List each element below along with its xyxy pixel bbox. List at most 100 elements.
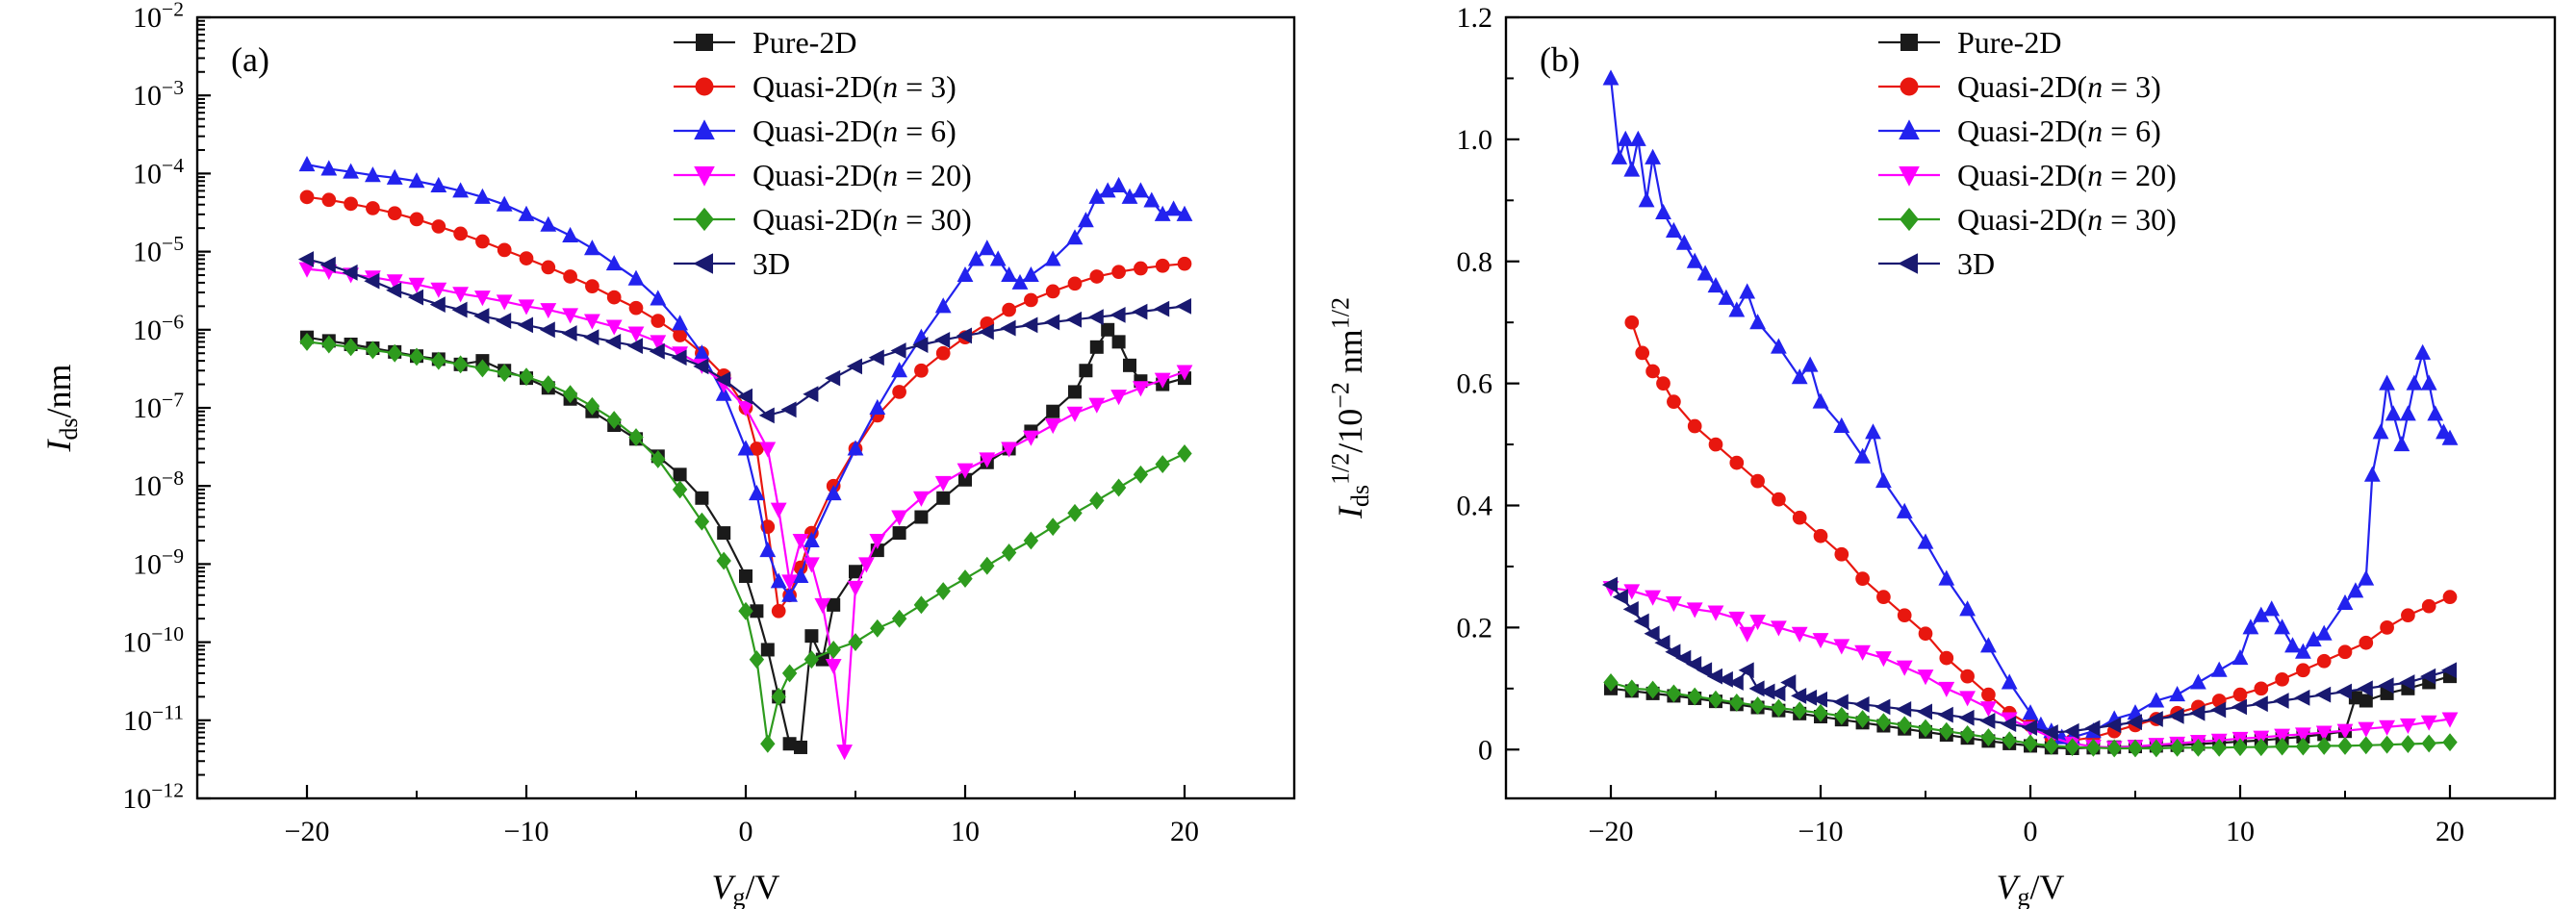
x-axis: −20 −10 0 10 20 Vg/V bbox=[285, 785, 1199, 909]
panel-label: (a) bbox=[231, 40, 269, 79]
triangle-down-marker bbox=[408, 277, 425, 293]
triangle-up-marker bbox=[759, 542, 777, 558]
triangle-down-marker bbox=[2400, 718, 2416, 734]
circle-marker bbox=[1045, 284, 1060, 299]
circle-marker bbox=[771, 603, 786, 619]
diamond-marker bbox=[2442, 733, 2458, 752]
triangle-up-marker bbox=[2406, 374, 2423, 391]
triangle-up-marker bbox=[1749, 314, 1766, 330]
diamond-marker bbox=[387, 343, 402, 363]
triangle-left-marker bbox=[2420, 668, 2436, 685]
circle-marker bbox=[2275, 671, 2289, 687]
triangle-up-marker bbox=[1675, 234, 1693, 250]
legend-item-pure-2d: Pure-2D bbox=[1878, 25, 2061, 60]
circle-marker bbox=[1667, 394, 1681, 410]
triangle-left-marker bbox=[1601, 576, 1618, 593]
circle-marker bbox=[695, 77, 714, 96]
triangle-down-marker bbox=[1001, 442, 1017, 458]
circle-marker bbox=[1089, 269, 1105, 284]
triangle-up-marker bbox=[1629, 130, 1646, 146]
triangle-left-marker bbox=[2315, 686, 2332, 703]
square-marker bbox=[1068, 385, 1082, 399]
triangle-up-marker bbox=[1143, 191, 1160, 208]
triangle-down-marker bbox=[2358, 721, 2375, 738]
square-marker bbox=[827, 597, 841, 612]
triangle-left-marker bbox=[736, 388, 752, 405]
triangle-up-marker bbox=[2393, 435, 2410, 452]
triangle-up-marker bbox=[2336, 593, 2354, 610]
diamond-marker bbox=[1729, 693, 1745, 712]
triangle-up-marker bbox=[1899, 119, 1920, 139]
y-axis-label: Ids/nm bbox=[39, 364, 83, 452]
triangle-left-marker bbox=[429, 296, 446, 314]
triangle-left-marker bbox=[2021, 720, 2037, 736]
triangle-left-marker bbox=[1717, 670, 1733, 688]
triangle-left-marker bbox=[2084, 720, 2101, 737]
triangle-left-marker bbox=[1000, 319, 1016, 337]
x-tick-label: 0 bbox=[2024, 816, 2038, 847]
triangle-up-marker bbox=[1176, 205, 1193, 221]
y-tick-label: 10−5 bbox=[133, 232, 184, 267]
square-marker bbox=[1111, 335, 1126, 349]
diamond-marker bbox=[913, 595, 930, 615]
diamond-marker bbox=[1089, 491, 1105, 510]
y-tick-label: 10−8 bbox=[133, 467, 184, 502]
triangle-down-marker bbox=[1812, 633, 1829, 649]
diamond-marker bbox=[771, 687, 786, 706]
triangle-up-marker bbox=[2385, 405, 2402, 421]
circle-marker bbox=[2232, 687, 2248, 702]
triangle-up-marker bbox=[672, 315, 688, 331]
triangle-down-marker bbox=[1023, 430, 1039, 446]
y-axis: 0 0.2 0.4 0.6 0.8 1.0 1.2 Ids1/2/10−2 nm1/2 bbox=[1326, 2, 1519, 766]
triangle-up-marker bbox=[2169, 686, 2185, 702]
legend-label: 3D bbox=[752, 246, 790, 281]
diamond-marker bbox=[1708, 690, 1723, 709]
triangle-down-marker bbox=[694, 166, 715, 187]
diamond-marker bbox=[2044, 736, 2059, 755]
circle-marker bbox=[563, 269, 577, 284]
square-marker bbox=[914, 510, 929, 524]
triangle-up-marker bbox=[2263, 600, 2281, 617]
triangle-down-marker bbox=[737, 401, 754, 417]
diamond-marker bbox=[2337, 736, 2353, 755]
triangle-down-marker bbox=[562, 308, 578, 324]
triangle-left-marker bbox=[1633, 613, 1649, 630]
triangle-down-marker bbox=[1854, 644, 1871, 661]
triangle-up-marker bbox=[1959, 600, 1976, 617]
square-marker bbox=[1079, 364, 1093, 378]
circle-marker bbox=[673, 328, 687, 342]
triangle-left-marker bbox=[1727, 674, 1744, 691]
triangle-down-marker bbox=[1739, 626, 1756, 643]
legend-item-quasi-2d-n-20: Quasi-2D(n = 20) bbox=[1878, 158, 2177, 192]
circle-marker bbox=[1645, 364, 1660, 379]
triangle-up-marker bbox=[2232, 648, 2249, 666]
diamond-marker bbox=[1792, 701, 1807, 720]
triangle-up-marker bbox=[2190, 673, 2206, 690]
triangle-down-marker bbox=[1176, 365, 1193, 381]
diamond-marker bbox=[1645, 680, 1661, 699]
x-axis: −20 −10 0 10 20 Vg/V bbox=[1589, 785, 2464, 909]
triangle-left-marker bbox=[2001, 716, 2017, 733]
diamond-marker bbox=[1897, 716, 1912, 735]
diamond-marker bbox=[1155, 455, 1170, 474]
diamond-marker bbox=[2379, 735, 2395, 754]
triangle-up-marker bbox=[2427, 405, 2444, 421]
diamond-marker bbox=[1666, 684, 1682, 703]
triangle-left-marker bbox=[451, 301, 468, 318]
triangle-up-marker bbox=[1011, 273, 1029, 290]
diamond-marker bbox=[2106, 739, 2122, 758]
circle-marker bbox=[1750, 473, 1765, 489]
triangle-left-marker bbox=[693, 358, 709, 375]
triangle-up-marker bbox=[781, 586, 798, 602]
x-tick-label: 10 bbox=[951, 816, 980, 847]
x-tick-label: −10 bbox=[1798, 816, 1844, 847]
triangle-left-marker bbox=[2042, 724, 2058, 741]
diamond-marker bbox=[1177, 444, 1192, 463]
circle-marker bbox=[299, 189, 315, 205]
diamond-marker bbox=[474, 359, 491, 378]
y-axis: 10−12 10−11 10−10 10−9 10−8 10−7 10−6 10−5 10−4 1… bbox=[39, 0, 211, 815]
triangle-left-marker bbox=[626, 338, 643, 355]
triangle-up-marker bbox=[1133, 182, 1149, 198]
circle-marker bbox=[431, 219, 446, 234]
triangle-down-marker bbox=[1938, 681, 1955, 697]
